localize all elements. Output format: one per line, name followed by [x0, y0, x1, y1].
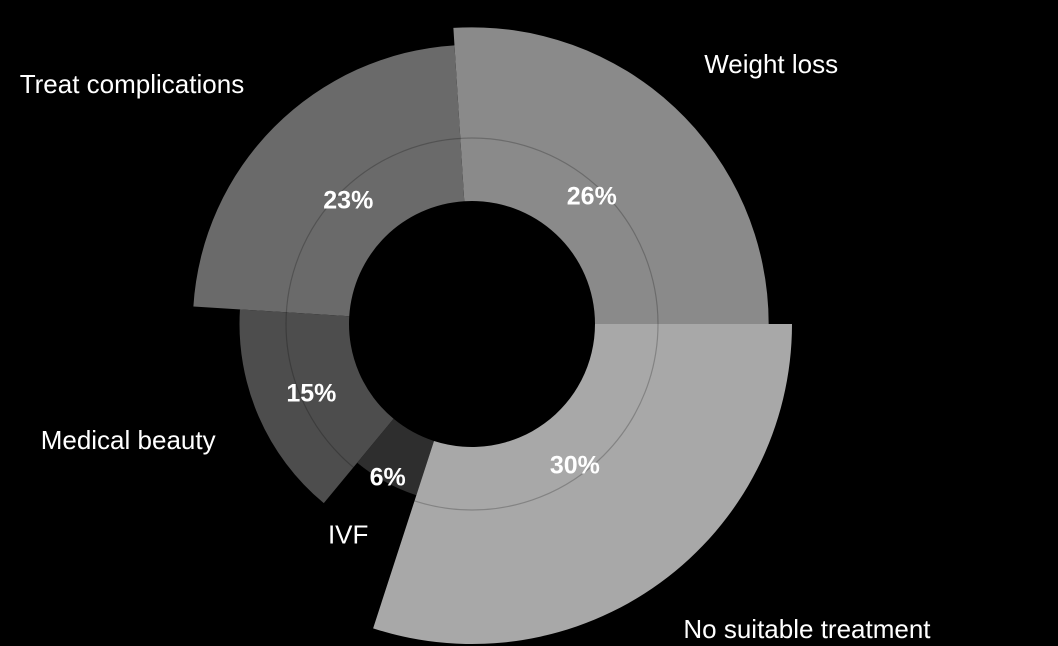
value-label-weight-loss: 26% — [567, 182, 617, 210]
category-label-ivf: IVF — [328, 519, 368, 549]
category-labels: Weight loss Treat complications Medical be… — [20, 49, 932, 644]
slice-weight-loss — [453, 27, 769, 325]
category-label-weight-loss: Weight loss — [704, 49, 838, 79]
value-label-medical-beauty: 15% — [286, 380, 336, 408]
slice-treat-complications — [193, 45, 465, 317]
category-label-no-suitable-treatment: No suitable treatment — [683, 614, 931, 644]
slice-ivf — [357, 418, 434, 496]
percent-labels: 26% 23% 15% 6% 30% — [286, 182, 616, 491]
category-label-treat-complications: Treat complications — [20, 69, 244, 99]
slice-no-suitable-treatment — [373, 324, 792, 645]
value-label-treat-complications: 23% — [323, 186, 373, 214]
value-label-ivf: 6% — [370, 463, 406, 491]
category-label-medical-beauty: Medical beauty — [41, 425, 216, 455]
chart-slices — [193, 27, 792, 645]
slice-medical-beauty — [239, 309, 394, 504]
inner-ring-line — [285, 137, 659, 511]
value-label-no-suitable-treatment: 30% — [550, 452, 600, 480]
